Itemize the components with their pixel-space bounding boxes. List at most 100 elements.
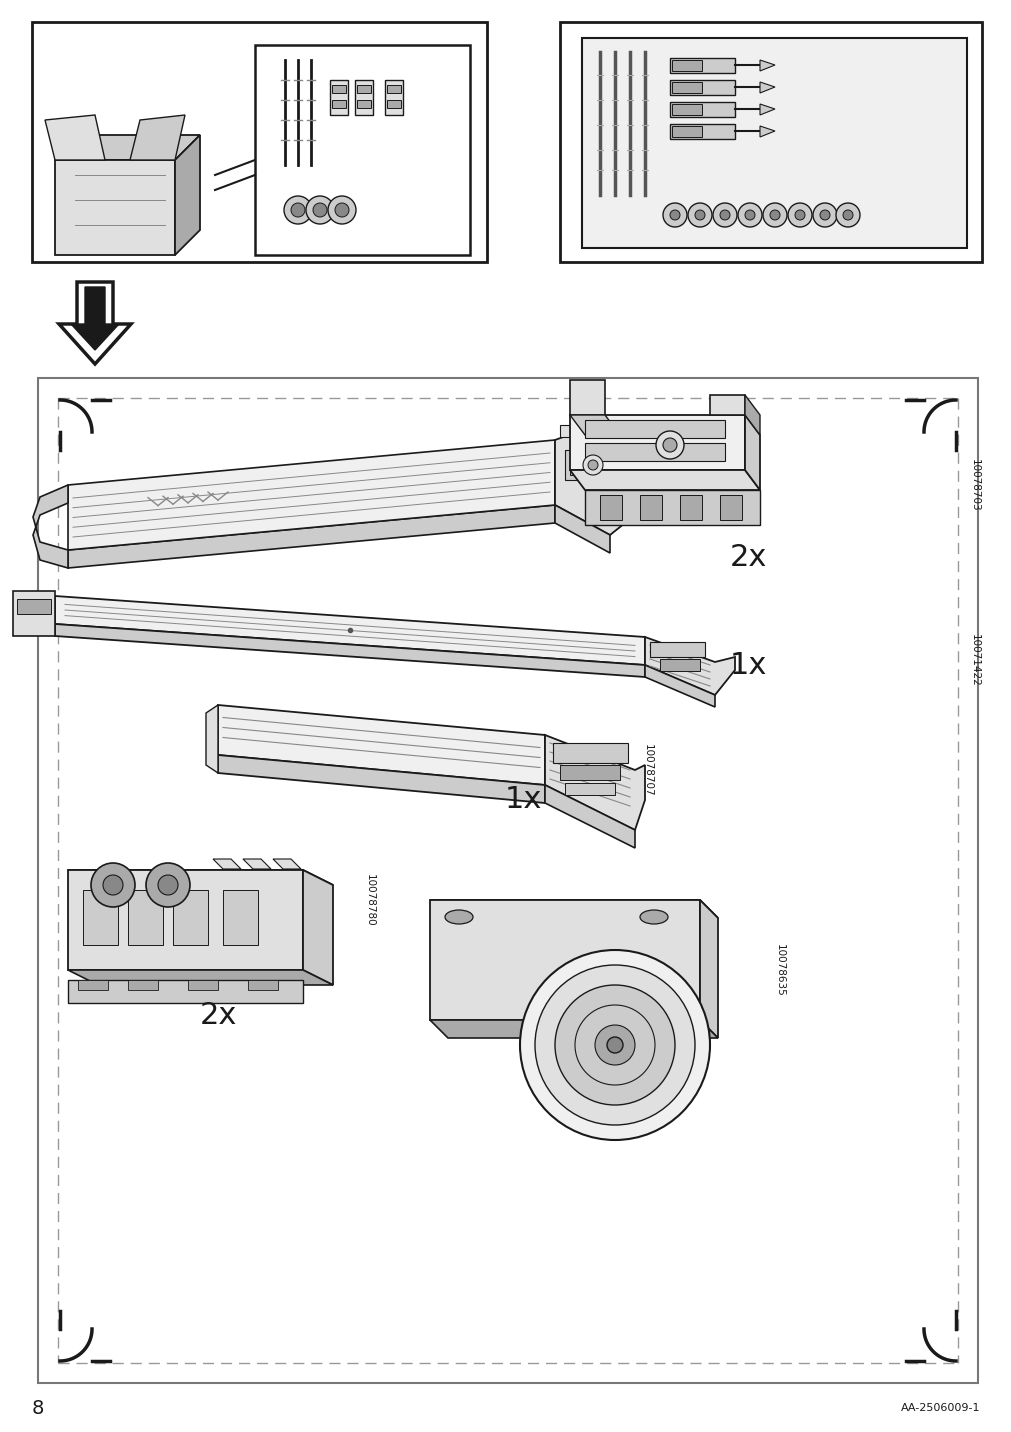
Bar [255, 44, 469, 255]
Bar [83, 891, 118, 945]
Circle shape [284, 196, 311, 223]
Polygon shape [759, 105, 774, 115]
Bar [32, 21, 486, 262]
Circle shape [713, 203, 736, 228]
Bar [669, 102, 734, 117]
Circle shape [795, 211, 804, 221]
Polygon shape [759, 82, 774, 93]
Bar [248, 979, 278, 990]
Bar [332, 84, 346, 93]
Circle shape [669, 211, 679, 221]
Bar [569, 455, 594, 475]
Polygon shape [545, 735, 644, 831]
Bar [332, 100, 346, 107]
Circle shape [291, 203, 304, 218]
Polygon shape [273, 859, 300, 869]
Text: AA-2506009-1: AA-2506009-1 [900, 1403, 979, 1413]
Polygon shape [569, 415, 744, 470]
Polygon shape [68, 979, 302, 1002]
Circle shape [594, 1025, 634, 1065]
Polygon shape [430, 899, 700, 1020]
Bar [649, 642, 705, 657]
Bar [581, 39, 967, 248]
Polygon shape [744, 395, 759, 435]
Circle shape [574, 1005, 654, 1085]
Bar [559, 21, 981, 262]
Polygon shape [554, 420, 634, 536]
Polygon shape [430, 1020, 717, 1038]
Circle shape [812, 203, 836, 228]
Bar [659, 659, 700, 672]
Polygon shape [55, 596, 644, 664]
Circle shape [582, 455, 603, 475]
Bar [38, 378, 977, 1383]
Polygon shape [55, 624, 644, 677]
Polygon shape [744, 415, 759, 490]
Bar [17, 599, 51, 614]
Polygon shape [759, 60, 774, 72]
Polygon shape [206, 705, 217, 773]
Polygon shape [68, 969, 333, 985]
Bar [355, 80, 373, 115]
Polygon shape [700, 899, 717, 1038]
Bar [669, 59, 734, 73]
Circle shape [819, 211, 829, 221]
Polygon shape [33, 485, 68, 569]
Polygon shape [68, 505, 554, 569]
Circle shape [769, 211, 779, 221]
Circle shape [737, 203, 761, 228]
Bar [357, 84, 371, 93]
Polygon shape [584, 490, 759, 526]
Polygon shape [569, 470, 759, 490]
Text: 10078703: 10078703 [969, 458, 979, 511]
Bar [669, 80, 734, 95]
Bar [584, 442, 724, 461]
Text: 10078635: 10078635 [774, 944, 785, 997]
Circle shape [687, 203, 712, 228]
Bar [552, 743, 628, 763]
Polygon shape [55, 135, 200, 160]
Circle shape [719, 211, 729, 221]
Circle shape [535, 965, 695, 1126]
Circle shape [305, 196, 334, 223]
Polygon shape [644, 637, 734, 695]
Bar [671, 60, 702, 72]
Bar [222, 891, 258, 945]
Circle shape [158, 875, 178, 895]
Ellipse shape [639, 909, 667, 924]
Bar [559, 425, 600, 437]
Bar [671, 126, 702, 137]
Circle shape [842, 211, 852, 221]
Circle shape [91, 863, 134, 906]
Bar [559, 765, 620, 780]
Polygon shape [554, 505, 610, 553]
Circle shape [788, 203, 811, 228]
Polygon shape [175, 135, 200, 255]
Circle shape [335, 203, 349, 218]
Bar [13, 591, 55, 636]
Polygon shape [68, 871, 333, 885]
Ellipse shape [445, 909, 472, 924]
Circle shape [312, 203, 327, 218]
Circle shape [695, 211, 705, 221]
Bar [564, 783, 615, 795]
Bar [386, 84, 400, 93]
Polygon shape [217, 755, 545, 803]
Bar [600, 495, 622, 520]
Polygon shape [71, 286, 119, 349]
Bar [671, 105, 702, 115]
Bar [386, 100, 400, 107]
Polygon shape [710, 395, 744, 415]
Polygon shape [243, 859, 271, 869]
Polygon shape [545, 785, 634, 848]
Circle shape [103, 875, 123, 895]
Bar [639, 495, 661, 520]
Polygon shape [759, 126, 774, 137]
Bar [384, 80, 402, 115]
Bar [188, 979, 217, 990]
Bar [669, 125, 734, 139]
Circle shape [146, 863, 190, 906]
Text: 8: 8 [32, 1399, 44, 1418]
Bar [78, 979, 108, 990]
Bar [671, 82, 702, 93]
